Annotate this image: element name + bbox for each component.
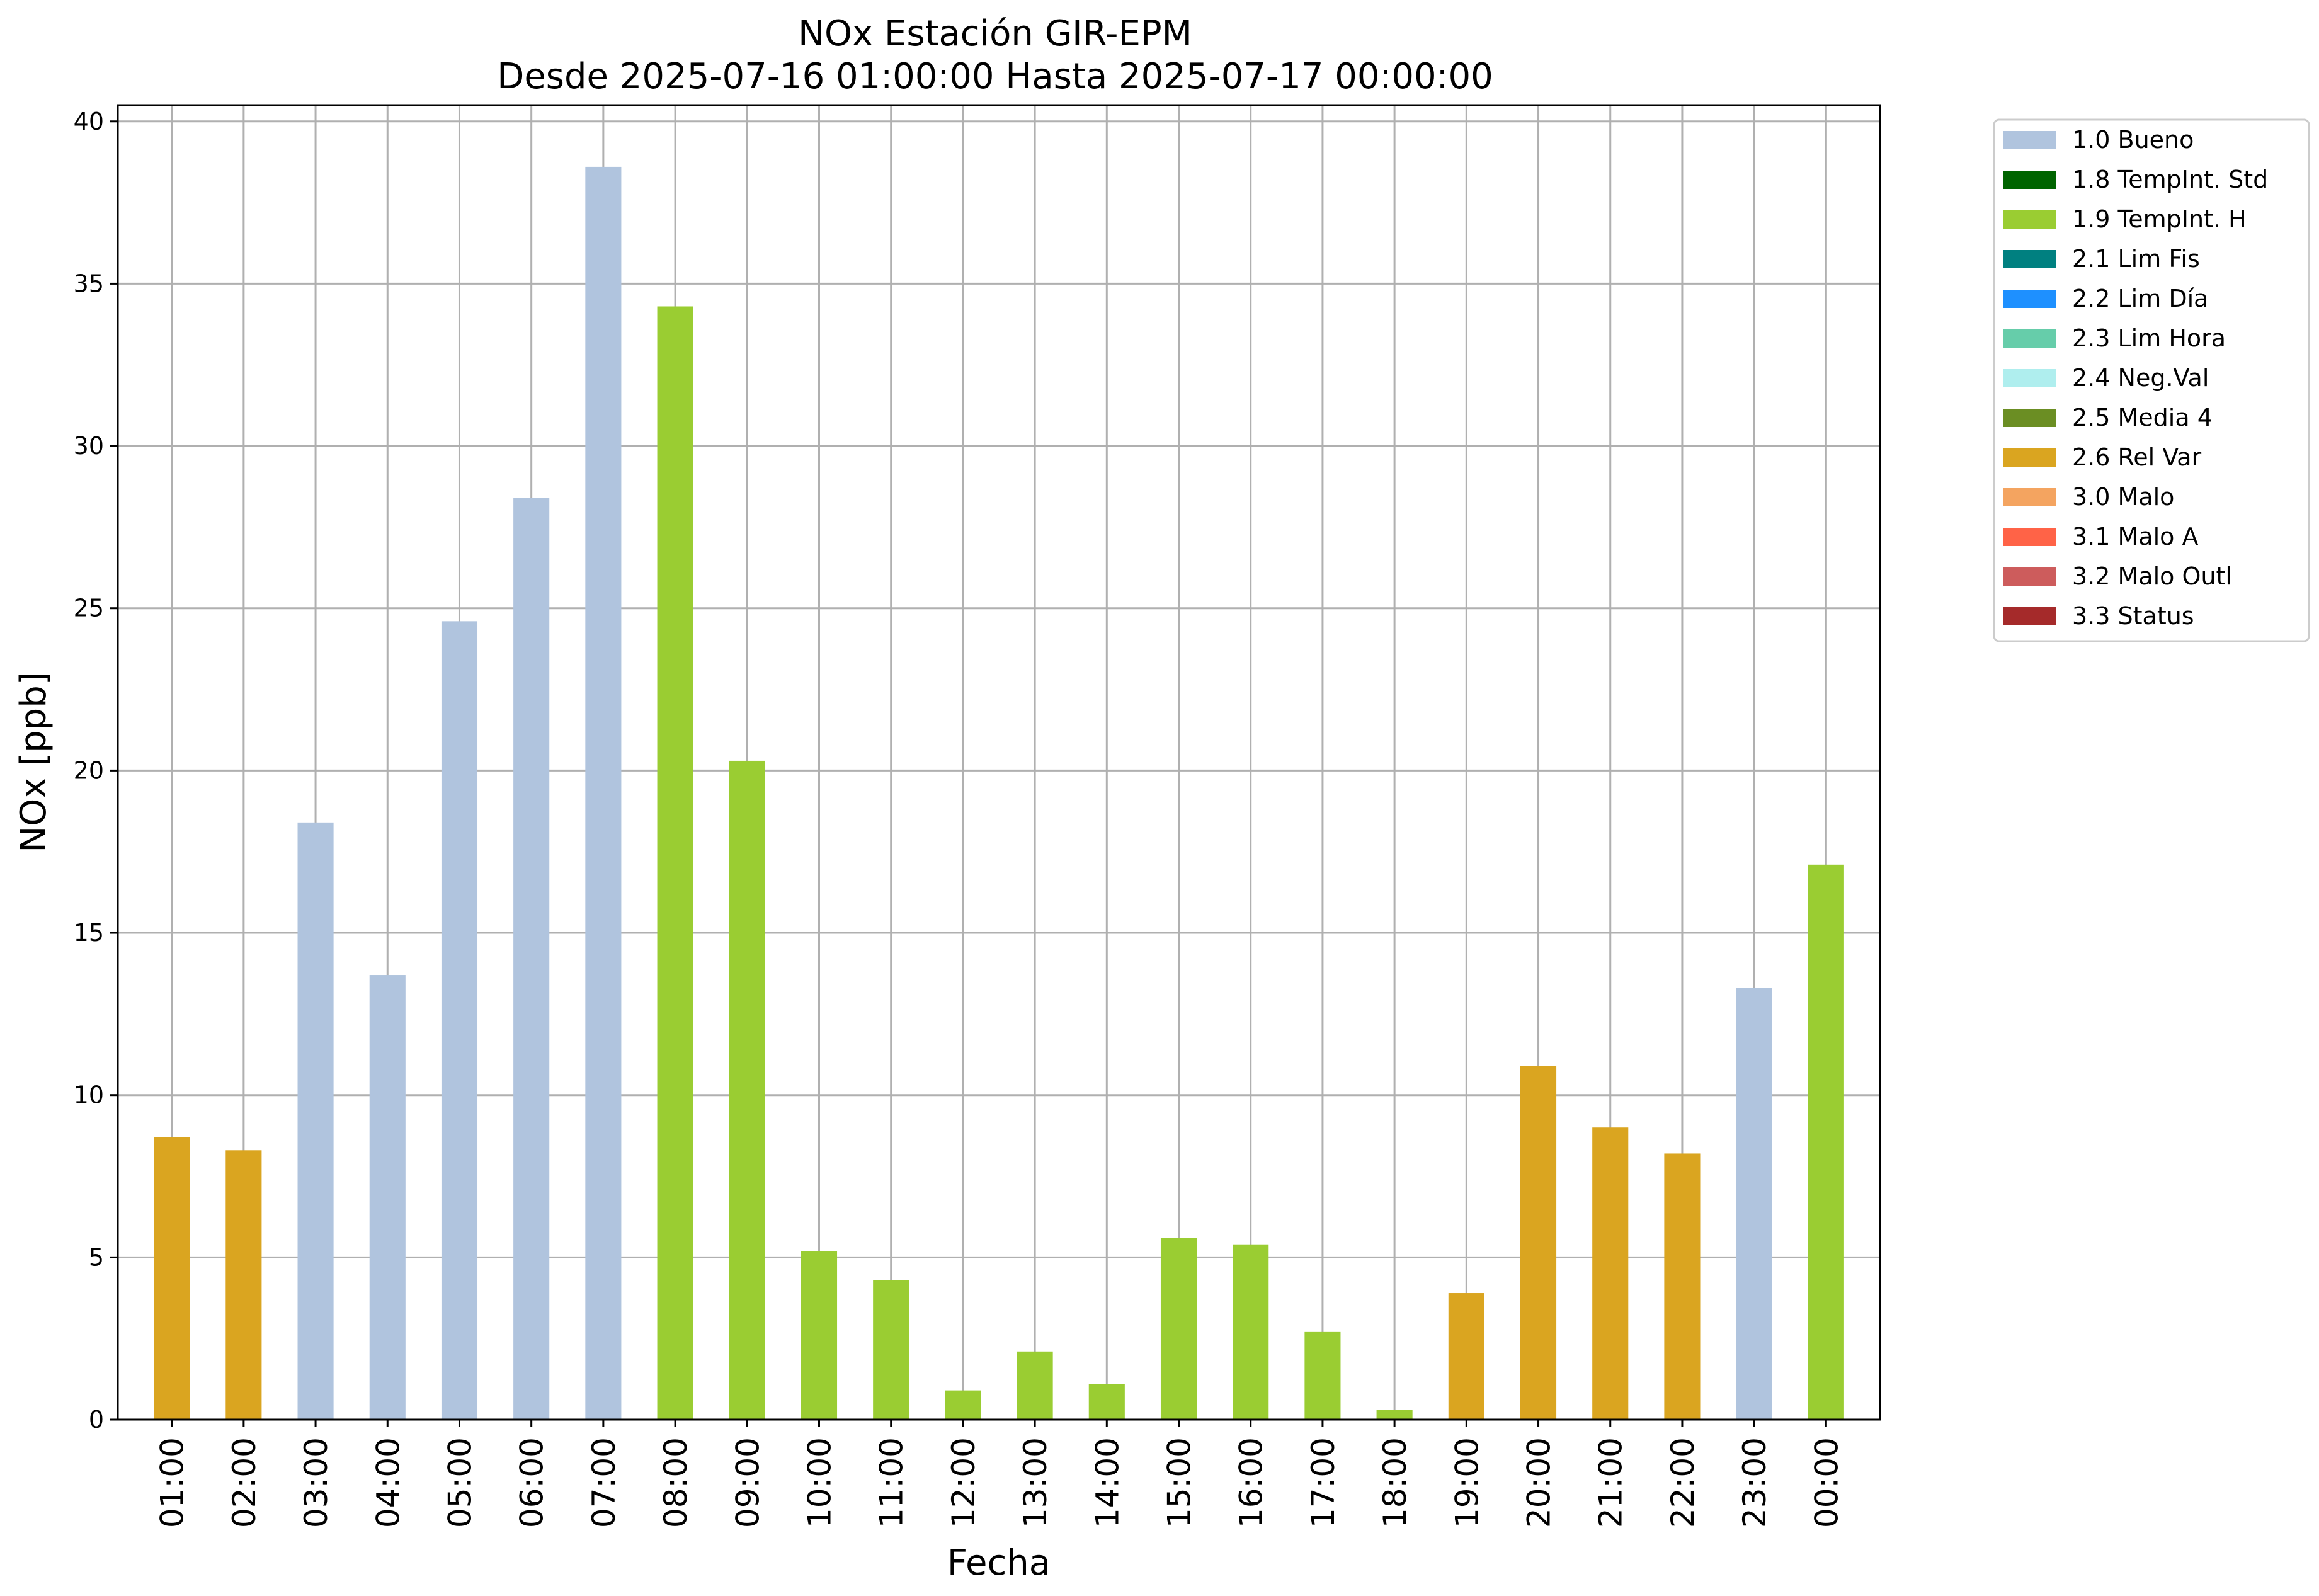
- legend-label: 3.3 Status: [2072, 602, 2194, 630]
- legend-swatch: [2003, 607, 2056, 625]
- bar-0500: [441, 621, 478, 1420]
- y-axis-ticks: 0 5 10 15 20 25 30 35 40: [74, 108, 118, 1434]
- bar-0700: [585, 166, 622, 1420]
- x-tick-label: 11:00: [874, 1437, 910, 1528]
- x-tick-label: 12:00: [945, 1437, 982, 1528]
- x-axis-label: Fecha: [947, 1542, 1051, 1583]
- legend-label: 2.3 Lim Hora: [2072, 324, 2226, 352]
- x-tick-label: 23:00: [1736, 1437, 1773, 1528]
- bar-0000: [1808, 864, 1844, 1420]
- bar-1100: [873, 1280, 909, 1420]
- x-tick-label: 03:00: [298, 1437, 334, 1528]
- bar-1300: [1017, 1351, 1053, 1420]
- y-tick-label: 35: [74, 270, 104, 297]
- x-tick-label: 06:00: [514, 1437, 550, 1528]
- bar-0200: [225, 1150, 262, 1420]
- x-tick-label: 17:00: [1305, 1437, 1342, 1528]
- y-tick-label: 5: [89, 1243, 104, 1271]
- legend-swatch: [2003, 290, 2056, 308]
- legend: 1.0 Bueno 1.8 TempInt. Std 1.9 TempInt. H 2…: [1993, 118, 2310, 642]
- legend-swatch: [2003, 171, 2056, 189]
- bar-0300: [297, 822, 334, 1420]
- bar-0400: [369, 975, 406, 1420]
- y-tick-label: 25: [74, 595, 104, 622]
- y-tick-label: 30: [74, 432, 104, 460]
- legend-label: 2.4 Neg.Val: [2072, 364, 2209, 392]
- plot-frame: [117, 104, 1881, 1421]
- x-tick-label: 15:00: [1161, 1437, 1198, 1528]
- bar-0800: [657, 306, 693, 1420]
- x-tick-label: 02:00: [226, 1437, 263, 1528]
- y-tick-label: 20: [74, 756, 104, 784]
- bars: [154, 166, 1844, 1420]
- x-tick-label: 08:00: [658, 1437, 694, 1528]
- legend-label: 3.2 Malo Outl: [2072, 562, 2232, 590]
- legend-label: 2.1 Lim Fis: [2072, 245, 2200, 273]
- bar-1800: [1376, 1410, 1413, 1420]
- bar-2200: [1664, 1153, 1701, 1420]
- legend-swatch: [2003, 131, 2056, 149]
- bar-1400: [1088, 1384, 1125, 1420]
- x-axis-ticks: 01:00 02:00 03:00 04:00 05:00 06:00 07:00 08:00…: [154, 1420, 1845, 1528]
- chart-subtitle: Desde 2025-07-16 01:00:00 Hasta 2025-07-…: [497, 56, 1493, 97]
- bar-2000: [1520, 1066, 1557, 1420]
- bar-1000: [801, 1251, 838, 1420]
- x-tick-label: 05:00: [442, 1437, 478, 1528]
- legend-swatch: [2003, 567, 2056, 586]
- legend-label: 2.2 Lim Día: [2072, 285, 2208, 312]
- x-tick-label: 01:00: [154, 1437, 191, 1528]
- x-tick-label: 10:00: [801, 1437, 838, 1528]
- bar-0100: [154, 1137, 190, 1420]
- legend-swatch: [2003, 329, 2056, 348]
- y-tick-label: 15: [74, 919, 104, 947]
- bar-0900: [729, 760, 765, 1420]
- bar-2300: [1736, 988, 1772, 1420]
- x-tick-label: 14:00: [1089, 1437, 1125, 1528]
- bar-1200: [945, 1390, 981, 1420]
- legend-frame: [1993, 118, 2310, 642]
- x-tick-label: 00:00: [1808, 1437, 1845, 1528]
- legend-label: 2.6 Rel Var: [2072, 443, 2202, 471]
- legend-label: 1.9 TempInt. H: [2072, 205, 2247, 233]
- legend-swatch: [2003, 210, 2056, 229]
- legend-swatch: [2003, 488, 2056, 506]
- legend-swatch: [2003, 448, 2056, 467]
- y-tick-label: 10: [74, 1081, 104, 1109]
- x-tick-label: 09:00: [729, 1437, 766, 1528]
- y-axis-label: NOx [ppb]: [13, 671, 54, 852]
- x-tick-label: 21:00: [1593, 1437, 1629, 1528]
- x-tick-label: 18:00: [1377, 1437, 1413, 1528]
- legend-label: 2.5 Media 4: [2072, 404, 2213, 431]
- legend-swatch: [2003, 250, 2056, 268]
- legend-swatch: [2003, 369, 2056, 387]
- bar-1600: [1233, 1244, 1269, 1420]
- bar-2100: [1592, 1127, 1629, 1420]
- bar-0600: [513, 498, 550, 1420]
- bar-1700: [1304, 1331, 1341, 1420]
- x-tick-label: 04:00: [370, 1437, 406, 1528]
- legend-swatch: [2003, 409, 2056, 427]
- x-tick-label: 19:00: [1449, 1437, 1485, 1528]
- bar-1500: [1160, 1238, 1197, 1420]
- chart-title: NOx Estación GIR-EPM: [798, 13, 1192, 54]
- x-tick-label: 16:00: [1233, 1437, 1270, 1528]
- y-tick-label: 40: [74, 108, 104, 135]
- x-tick-label: 13:00: [1017, 1437, 1054, 1528]
- legend-swatch: [2003, 528, 2056, 546]
- legend-label: 1.0 Bueno: [2072, 126, 2194, 154]
- legend-label: 3.0 Malo: [2072, 483, 2174, 511]
- x-tick-label: 07:00: [586, 1437, 622, 1528]
- y-tick-label: 0: [89, 1406, 104, 1434]
- legend-label: 3.1 Malo A: [2072, 523, 2198, 550]
- legend-label: 1.8 TempInt. Std: [2072, 166, 2268, 193]
- x-tick-label: 20:00: [1521, 1437, 1558, 1528]
- x-tick-label: 22:00: [1665, 1437, 1701, 1528]
- bar-1900: [1448, 1293, 1484, 1420]
